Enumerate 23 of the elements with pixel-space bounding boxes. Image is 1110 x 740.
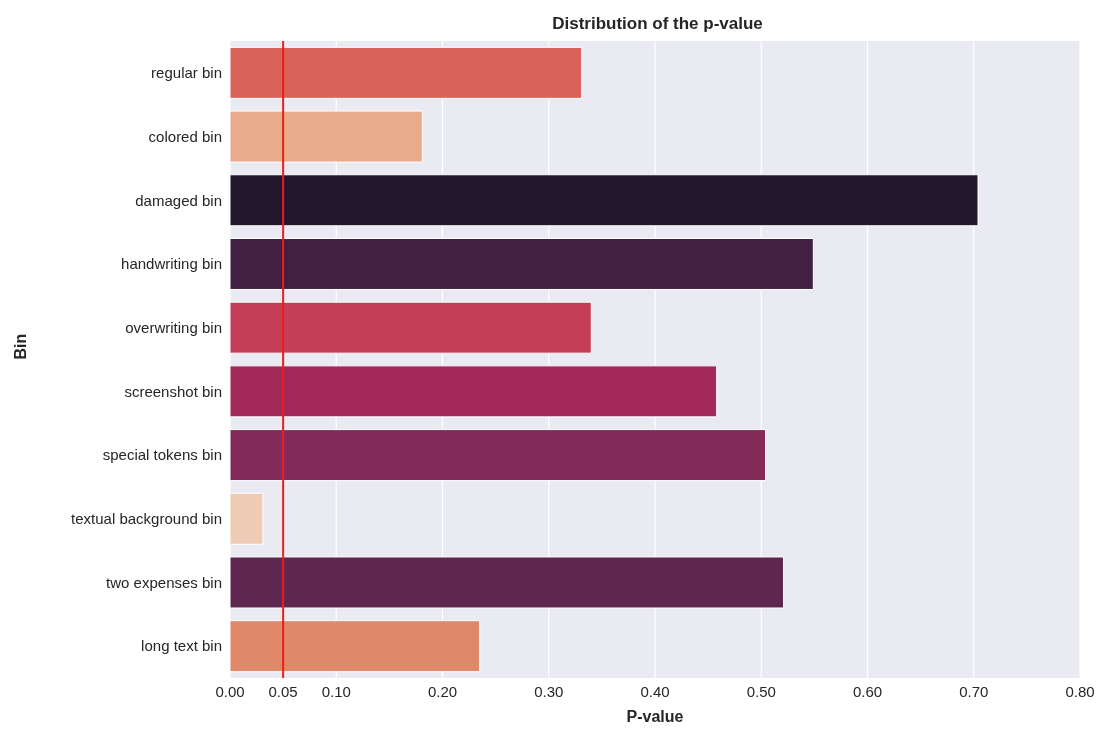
y-tick-label: regular bin — [151, 64, 222, 82]
x-tick-label: 0.80 — [1065, 682, 1095, 700]
y-tick-label: special tokens bin — [102, 446, 222, 464]
y-tick-label: textual background bin — [71, 510, 222, 528]
y-tick-label: handwriting bin — [121, 255, 222, 273]
y-tick-label: damaged bin — [135, 191, 222, 209]
y-tick-label: colored bin — [148, 127, 222, 145]
y-tick-label: screenshot bin — [124, 382, 222, 400]
x-tick-label: 0.05 — [268, 682, 298, 700]
x-tick-label: 0.30 — [534, 682, 564, 700]
y-tick-label: long text bin — [141, 637, 222, 655]
x-tick-label: 0.50 — [746, 682, 776, 700]
x-tick-label: 0.70 — [959, 682, 989, 700]
x-tick-label: 0.10 — [321, 682, 351, 700]
x-tick-label: 0.40 — [640, 682, 670, 700]
x-tick-label: 0.60 — [852, 682, 883, 700]
y-tick-label: overwriting bin — [125, 318, 222, 336]
y-axis-title: Bin — [11, 333, 29, 360]
x-tick-label: 0.20 — [427, 682, 458, 700]
chart-title: Distribution of the p-value — [551, 14, 764, 34]
x-axis-title: P-value — [626, 708, 684, 725]
y-tick-label: two expenses bin — [106, 573, 222, 591]
x-tick-label: 0.00 — [215, 682, 245, 700]
